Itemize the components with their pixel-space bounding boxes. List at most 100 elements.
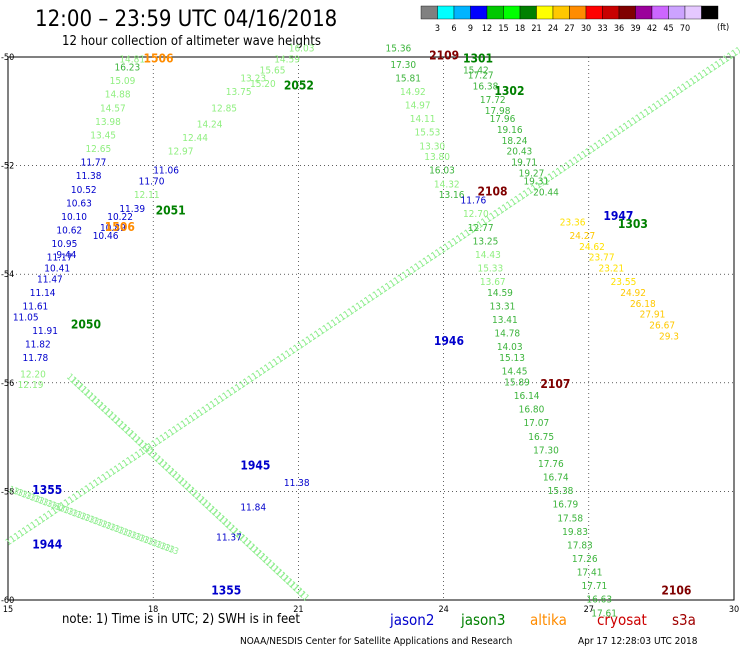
y-tick-label: -60 xyxy=(1,596,14,606)
wave-height-value: 14.32 xyxy=(434,179,460,190)
track-point-label: 11 xyxy=(546,169,560,183)
wave-height-value: 17.96 xyxy=(490,114,516,125)
wave-height-value: 16.38 xyxy=(473,82,499,93)
track-point-label: 11 xyxy=(467,222,481,236)
track-point-label: 11 xyxy=(726,48,740,62)
wave-height-value: 19.31 xyxy=(523,177,549,188)
wave-height-value: 14.81 xyxy=(119,54,145,65)
track-point-label: 11 xyxy=(292,340,306,354)
wave-height-value: 19.27 xyxy=(519,168,545,179)
wave-height-value: 29.3 xyxy=(659,331,679,342)
pass-time-label: 1303 xyxy=(618,217,648,231)
track-point-label: 11 xyxy=(480,214,494,228)
track-point-label: 11 xyxy=(88,478,102,492)
track-point-label: 11 xyxy=(300,335,314,349)
x-tick-label: 15 xyxy=(3,605,13,615)
track-point-label: 11 xyxy=(701,65,715,79)
wave-height-value: 14.78 xyxy=(494,329,520,340)
wave-height-value: 17.41 xyxy=(577,568,603,579)
wave-height-value: 24.27 xyxy=(569,231,595,242)
colorbar-label: 45 xyxy=(663,24,673,34)
colorbar-label: 33 xyxy=(597,24,607,34)
pass-time-label: 2051 xyxy=(156,203,186,217)
footer-timestamp: Apr 17 12:28:03 UTC 2018 xyxy=(578,636,698,647)
colorbar-swatch xyxy=(453,5,471,20)
track-point-label: 11 xyxy=(271,354,285,368)
track-point-label: 13 xyxy=(24,491,37,504)
wave-height-value: 15.53 xyxy=(415,128,441,139)
wave-height-value: 11.61 xyxy=(23,301,49,312)
wave-height-value: 11.38 xyxy=(76,171,102,182)
wave-height-value: 15.65 xyxy=(260,65,286,76)
track-point-label: 11 xyxy=(409,262,423,276)
wave-height-value: 10.62 xyxy=(56,225,82,236)
footer-credit: NOAA/NESDIS Center for Satellite Applica… xyxy=(240,636,512,647)
wave-height-value: 20.43 xyxy=(507,147,533,158)
colorbar-swatch xyxy=(470,5,488,20)
legend-jason3: jason3 xyxy=(460,611,505,629)
wave-height-value: 17.58 xyxy=(557,513,583,524)
wave-height-value: 13.16 xyxy=(439,190,465,201)
colorbar-label: 30 xyxy=(581,24,591,34)
wave-height-value: 11.06 xyxy=(153,166,179,177)
y-tick-label: -52 xyxy=(1,162,14,172)
track-point-label: 11 xyxy=(434,245,448,259)
colorbar-label: 27 xyxy=(564,24,574,34)
colorbar-swatch xyxy=(503,5,521,20)
track-point-label: 11 xyxy=(488,208,502,222)
track-point-label: 13 xyxy=(70,508,83,521)
track-point-label: 11 xyxy=(580,147,594,161)
track-point-label: 11 xyxy=(396,270,410,284)
pass-time-label: 2108 xyxy=(477,184,507,198)
wave-height-value: 16.03 xyxy=(289,44,315,55)
track-point-label: 11 xyxy=(709,59,723,73)
track-point-label: 11 xyxy=(67,492,81,506)
track-point-label: 13 xyxy=(150,538,163,551)
wave-height-value: 15.33 xyxy=(477,263,503,274)
track-point-label: 11 xyxy=(538,175,552,189)
track-point-label: 11 xyxy=(284,346,298,360)
track-point-label: 11 xyxy=(555,163,569,177)
track-point-label: 11 xyxy=(718,54,732,68)
wave-height-value: 10.41 xyxy=(44,263,70,274)
wave-height-value: 14.59 xyxy=(487,288,513,299)
wave-height-value: 16.03 xyxy=(429,166,455,177)
track-point-label: 13 xyxy=(120,527,133,540)
wave-height-value: 17.30 xyxy=(390,60,416,71)
track-point-label: 11 xyxy=(8,531,22,545)
track-point-label: 11 xyxy=(309,329,323,343)
track-point-label: 11 xyxy=(430,248,444,262)
track-point-label: 11 xyxy=(634,110,648,124)
track-point-label: 11 xyxy=(62,495,76,509)
wave-height-value: 12.20 xyxy=(20,369,46,380)
track-point-label: 11 xyxy=(563,158,577,172)
track-point-label: 13 xyxy=(95,518,108,531)
track-point-label: 11 xyxy=(484,211,498,225)
track-point-label: 11 xyxy=(229,382,243,396)
track-point-label: 11 xyxy=(722,51,736,65)
wave-height-value: 17.07 xyxy=(523,418,549,429)
colorbar-swatch xyxy=(486,5,504,20)
track-point-label: 11 xyxy=(125,453,139,467)
wave-height-value: 13.30 xyxy=(419,141,445,152)
pass-time-label: 2052 xyxy=(284,79,314,93)
wave-height-value: 23.21 xyxy=(598,263,624,274)
wave-height-value: 12.19 xyxy=(18,380,44,391)
track-point-label: 13 xyxy=(49,501,62,514)
wave-height-value: 24.92 xyxy=(620,288,646,299)
colorbar-swatch xyxy=(651,5,669,20)
track-point-label: 11 xyxy=(188,411,202,425)
wave-height-value: 14.11 xyxy=(410,114,436,125)
track-point-label: 13 xyxy=(62,505,75,518)
y-tick-label: -50 xyxy=(1,53,14,63)
track-point-label: 11 xyxy=(622,118,636,132)
track-point-label: 13 xyxy=(133,532,146,545)
track-point-label: 11 xyxy=(355,298,369,312)
wave-height-value: 13.23 xyxy=(240,73,266,84)
track-point-label: 11 xyxy=(304,332,318,346)
track-point-label: 11 xyxy=(676,82,690,96)
track-point-label: 11 xyxy=(167,425,181,439)
x-tick-label: 27 xyxy=(584,605,594,615)
track-point-label: 11 xyxy=(142,441,156,455)
